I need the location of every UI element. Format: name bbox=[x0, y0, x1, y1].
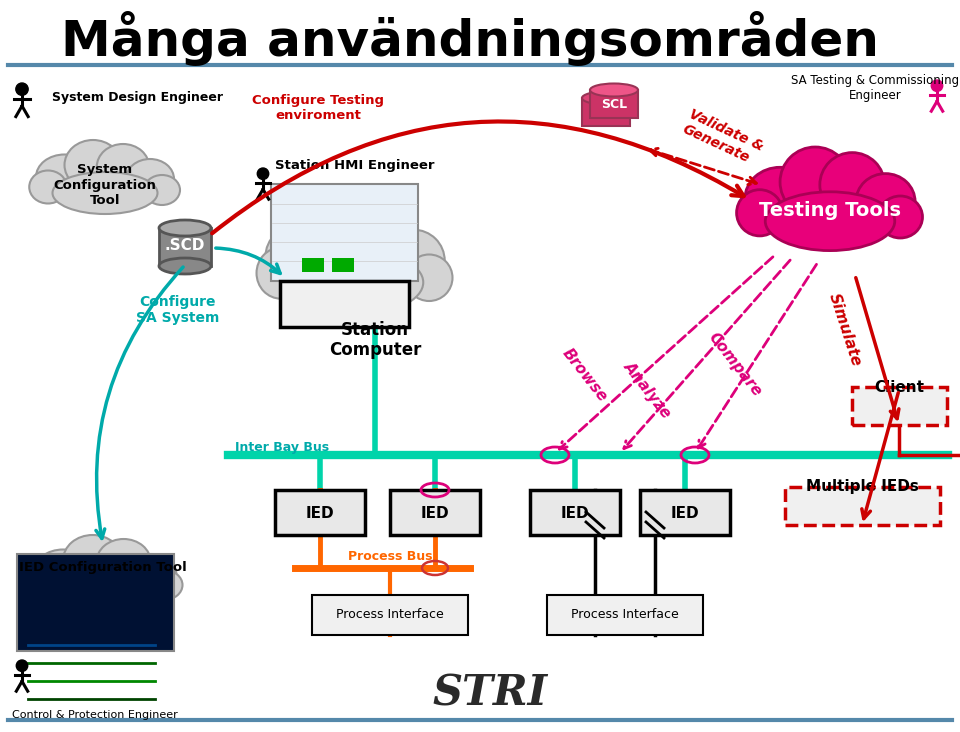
Text: Configure Testing
enviroment: Configure Testing enviroment bbox=[252, 94, 384, 122]
Text: IED: IED bbox=[671, 506, 699, 520]
FancyBboxPatch shape bbox=[530, 490, 620, 535]
Text: SCL: SCL bbox=[601, 97, 627, 111]
FancyBboxPatch shape bbox=[332, 258, 354, 272]
Text: Multiple IEDs: Multiple IEDs bbox=[805, 479, 919, 495]
FancyBboxPatch shape bbox=[852, 387, 947, 425]
Ellipse shape bbox=[302, 201, 376, 277]
Ellipse shape bbox=[29, 171, 67, 203]
Ellipse shape bbox=[287, 250, 423, 315]
FancyBboxPatch shape bbox=[159, 228, 211, 266]
Ellipse shape bbox=[745, 168, 815, 231]
Text: Simulate: Simulate bbox=[827, 291, 864, 368]
Ellipse shape bbox=[127, 554, 177, 594]
Text: Många användningsområden: Många användningsområden bbox=[61, 10, 879, 65]
Text: Control & Protection Engineer: Control & Protection Engineer bbox=[12, 710, 178, 720]
Ellipse shape bbox=[27, 566, 65, 599]
Text: Testing Tools: Testing Tools bbox=[759, 201, 901, 220]
Ellipse shape bbox=[96, 539, 151, 585]
Ellipse shape bbox=[265, 223, 340, 293]
Text: Process Bus: Process Bus bbox=[348, 550, 432, 564]
FancyBboxPatch shape bbox=[390, 490, 480, 535]
Text: Compare: Compare bbox=[706, 330, 764, 400]
Ellipse shape bbox=[145, 570, 182, 600]
Ellipse shape bbox=[159, 220, 211, 236]
FancyBboxPatch shape bbox=[547, 595, 703, 635]
Ellipse shape bbox=[590, 83, 638, 97]
FancyBboxPatch shape bbox=[590, 90, 638, 118]
Ellipse shape bbox=[64, 140, 122, 190]
Text: Analyze: Analyze bbox=[621, 359, 675, 421]
FancyBboxPatch shape bbox=[271, 184, 418, 281]
Text: Station HMI Engineer: Station HMI Engineer bbox=[276, 159, 435, 171]
FancyBboxPatch shape bbox=[275, 490, 365, 535]
Text: Browse: Browse bbox=[560, 346, 611, 405]
Ellipse shape bbox=[49, 157, 161, 212]
Ellipse shape bbox=[856, 173, 915, 230]
Ellipse shape bbox=[256, 247, 305, 299]
Ellipse shape bbox=[820, 152, 884, 217]
Ellipse shape bbox=[34, 550, 92, 594]
Text: .SCD: .SCD bbox=[165, 237, 205, 253]
Ellipse shape bbox=[765, 192, 895, 250]
Text: System
Configuration
Tool: System Configuration Tool bbox=[54, 163, 156, 206]
Ellipse shape bbox=[382, 230, 444, 291]
Text: Inter Bay Bus: Inter Bay Bus bbox=[235, 441, 329, 455]
Ellipse shape bbox=[406, 255, 452, 301]
Text: System Design Engineer: System Design Engineer bbox=[52, 92, 223, 105]
Ellipse shape bbox=[582, 92, 630, 105]
Ellipse shape bbox=[736, 190, 782, 236]
Text: Process Interface: Process Interface bbox=[571, 608, 679, 621]
Text: IED: IED bbox=[420, 506, 449, 520]
FancyBboxPatch shape bbox=[640, 490, 730, 535]
Ellipse shape bbox=[345, 206, 413, 277]
Text: Validate &
Generate: Validate & Generate bbox=[680, 108, 766, 169]
Circle shape bbox=[257, 168, 269, 179]
Text: Configure
SA System: Configure SA System bbox=[136, 295, 220, 325]
Ellipse shape bbox=[51, 567, 159, 609]
FancyBboxPatch shape bbox=[302, 258, 324, 272]
Ellipse shape bbox=[760, 171, 900, 248]
Circle shape bbox=[16, 660, 28, 671]
Text: Station
Computer: Station Computer bbox=[329, 321, 421, 359]
Circle shape bbox=[15, 83, 28, 95]
Ellipse shape bbox=[159, 258, 211, 274]
Ellipse shape bbox=[126, 159, 174, 199]
Text: Client: Client bbox=[874, 379, 924, 395]
Text: Process Interface: Process Interface bbox=[336, 608, 444, 621]
Text: IED: IED bbox=[561, 506, 589, 520]
Text: IED Configuration Tool: IED Configuration Tool bbox=[19, 561, 187, 575]
Ellipse shape bbox=[97, 144, 149, 190]
FancyBboxPatch shape bbox=[582, 98, 630, 126]
Text: STRI: STRI bbox=[432, 672, 547, 714]
FancyBboxPatch shape bbox=[280, 281, 409, 327]
Circle shape bbox=[931, 80, 943, 92]
Ellipse shape bbox=[53, 172, 157, 214]
Ellipse shape bbox=[878, 196, 923, 238]
Ellipse shape bbox=[36, 154, 93, 200]
Ellipse shape bbox=[780, 147, 851, 217]
FancyBboxPatch shape bbox=[785, 487, 940, 525]
Ellipse shape bbox=[47, 553, 163, 608]
Ellipse shape bbox=[144, 175, 180, 205]
Text: SA Testing & Commissioning
Engineer: SA Testing & Commissioning Engineer bbox=[791, 74, 959, 102]
FancyBboxPatch shape bbox=[17, 554, 174, 651]
Text: IED: IED bbox=[305, 506, 334, 520]
Ellipse shape bbox=[282, 228, 428, 313]
Ellipse shape bbox=[63, 535, 122, 585]
FancyBboxPatch shape bbox=[312, 595, 468, 635]
